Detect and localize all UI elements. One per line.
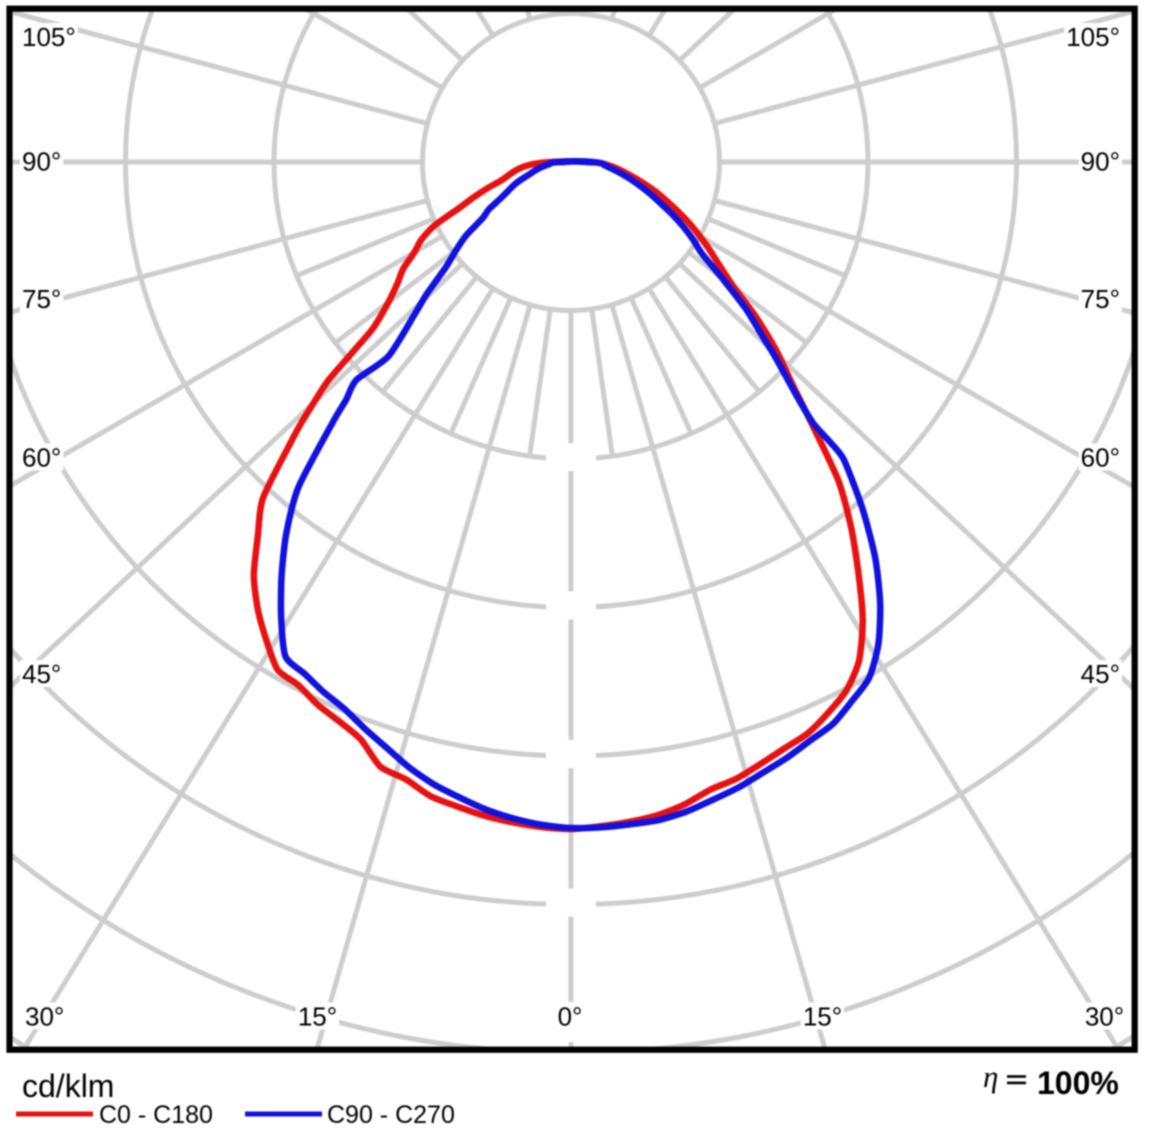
- svg-text:75°: 75°: [22, 284, 61, 314]
- svg-text:30°: 30°: [25, 1002, 64, 1032]
- svg-text:15°: 15°: [298, 1002, 337, 1032]
- svg-text:60°: 60°: [1081, 443, 1120, 473]
- svg-text:105°: 105°: [22, 22, 76, 52]
- svg-text:η: η: [983, 1059, 998, 1094]
- svg-text:75°: 75°: [1081, 284, 1120, 314]
- svg-text:C0 - C180: C0 - C180: [99, 1101, 213, 1129]
- svg-text:cd/klm: cd/klm: [22, 1068, 114, 1104]
- svg-text:C90 - C270: C90 - C270: [327, 1101, 455, 1129]
- svg-text:105°: 105°: [1066, 22, 1120, 52]
- svg-text:30°: 30°: [1085, 1002, 1124, 1032]
- svg-text:100%: 100%: [1037, 1065, 1119, 1101]
- svg-text:90°: 90°: [22, 147, 61, 177]
- svg-text:60°: 60°: [22, 443, 61, 473]
- svg-text:90°: 90°: [1081, 147, 1120, 177]
- svg-text:45°: 45°: [1081, 659, 1120, 689]
- svg-text:45°: 45°: [22, 659, 61, 689]
- svg-text:15°: 15°: [803, 1002, 842, 1032]
- svg-text:0°: 0°: [558, 1002, 583, 1032]
